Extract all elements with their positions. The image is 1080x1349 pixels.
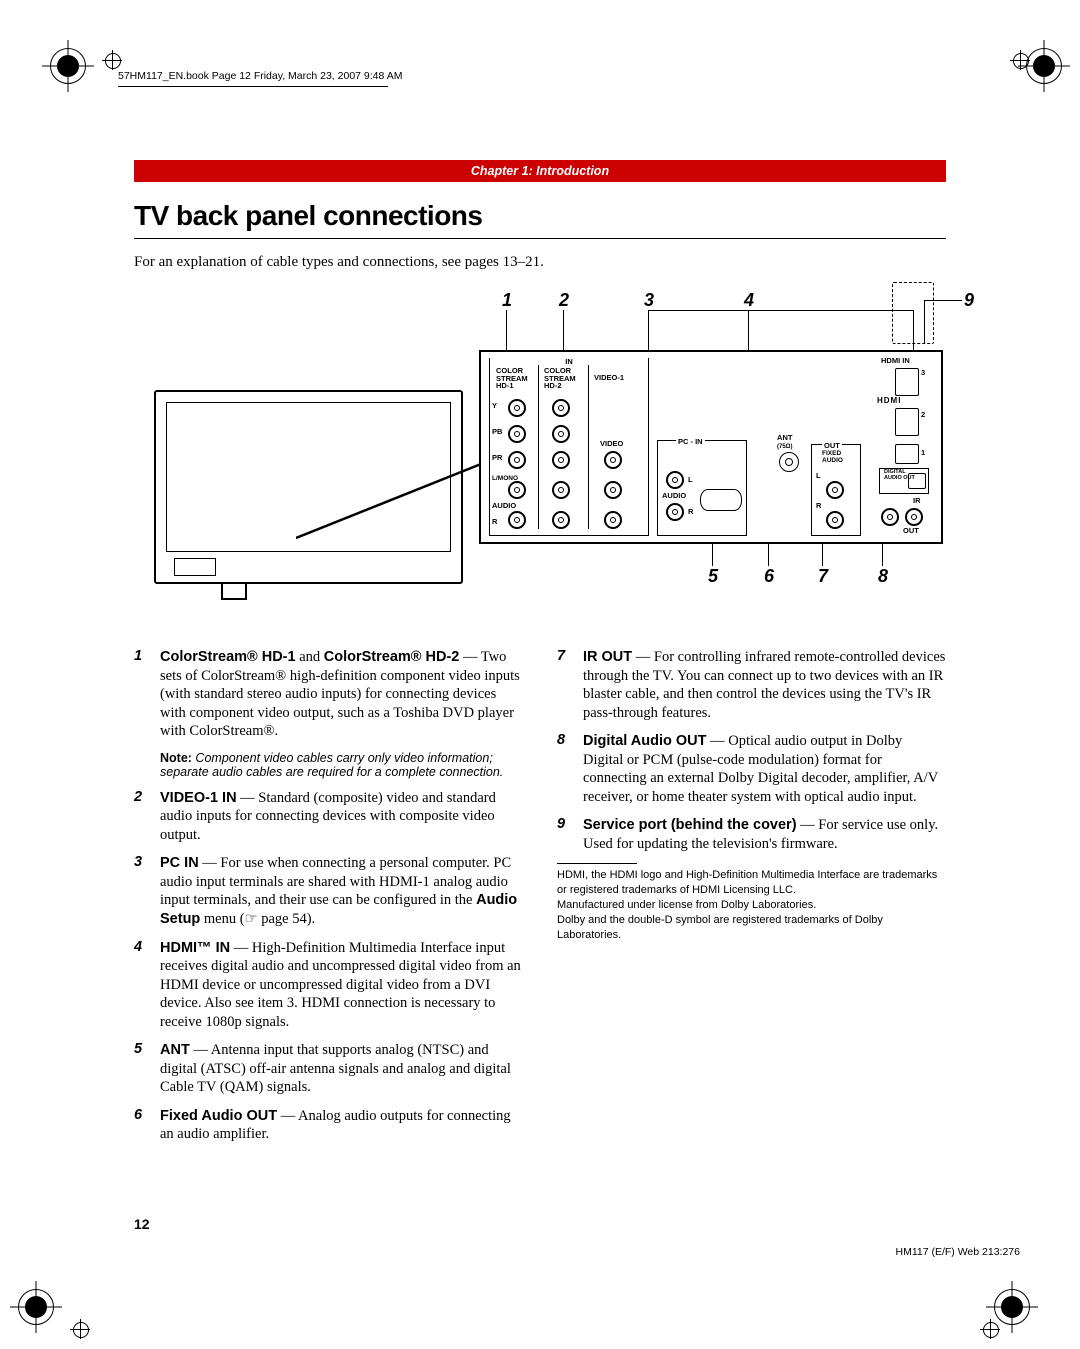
label-audio: AUDIO: [492, 501, 516, 510]
label-pr: PR: [492, 453, 502, 462]
item-num: 4: [134, 939, 160, 1032]
header-rule: [118, 86, 388, 87]
item-lead: Service port (behind the cover): [583, 817, 797, 833]
list-item: 3 PC IN — For use when connecting a pers…: [134, 854, 523, 928]
label-ir: IR: [913, 496, 921, 505]
service-port-cover-icon: [892, 282, 934, 344]
antenna-port-icon: [779, 452, 799, 472]
item-num: 6: [134, 1107, 160, 1144]
item-lead: PC IN: [160, 855, 199, 871]
footnote-block: HDMI, the HDMI logo and High-Definition …: [557, 868, 946, 942]
page-title: TV back panel connections: [134, 200, 482, 232]
register-mark-icon: [18, 1289, 54, 1325]
list-item: 6 Fixed Audio OUT — Analog audio outputs…: [134, 1107, 523, 1144]
header-meta-text: 57HM117_EN.book Page 12 Friday, March 23…: [118, 70, 402, 82]
list-item: 8 Digital Audio OUT — Optical audio outp…: [557, 732, 946, 806]
footnote-rule: [557, 863, 637, 864]
label-video1: VIDEO-1: [594, 373, 624, 382]
hdmi-port-icon: [895, 408, 919, 436]
hdmi-port-icon: [895, 368, 919, 396]
intro-text: For an explanation of cable types and co…: [134, 254, 544, 271]
label-hdmi-in: HDMI IN: [881, 356, 910, 365]
label-out: OUT: [822, 441, 842, 450]
footnote-line: Manufactured under license from Dolby La…: [557, 898, 946, 913]
note-text: Component video cables carry only video …: [160, 751, 503, 779]
label-pb: PB: [492, 427, 502, 436]
item-body-b: menu (☞ page 54).: [200, 911, 315, 927]
register-mark-icon: [1026, 48, 1062, 84]
note-label: Note:: [160, 751, 192, 765]
label-fixed-audio: AUDIO: [822, 457, 843, 464]
item-num: 7: [557, 648, 583, 722]
item-lead2: ColorStream® HD-2: [324, 649, 460, 665]
callout-8: 8: [878, 566, 888, 587]
callout-2: 2: [559, 290, 569, 311]
label-video: VIDEO: [600, 439, 623, 448]
callout-7: 7: [818, 566, 828, 587]
right-column: 7 IR OUT — For controlling infrared remo…: [557, 648, 946, 1154]
hdmi-port-icon: [895, 444, 919, 464]
label-l: L: [688, 475, 693, 484]
label-ant-ohm: (75Ω): [777, 444, 792, 450]
label-h3: 3: [921, 368, 925, 377]
item-body: Antenna input that supports analog (NTSC…: [160, 1042, 511, 1095]
item-lead: IR OUT: [583, 649, 632, 665]
label-y: Y: [492, 401, 497, 410]
chapter-bar: Chapter 1: Introduction: [134, 160, 946, 182]
footer-right: HM117 (E/F) Web 213:276: [895, 1246, 1020, 1258]
callout-9: 9: [964, 290, 974, 311]
back-panel-diagram: 1 2 3 4 9 IN: [134, 290, 946, 600]
label-cs2c: HD-2: [544, 381, 562, 390]
list-item: 9 Service port (behind the cover) — For …: [557, 816, 946, 853]
body-columns: 1 ColorStream® HD-1 and ColorStream® HD-…: [134, 648, 946, 1154]
register-mark-icon: [50, 48, 86, 84]
item-num: 2: [134, 789, 160, 845]
list-item: 7 IR OUT — For controlling infrared remo…: [557, 648, 946, 722]
item-num: 1: [134, 648, 160, 741]
item-lead: VIDEO-1 IN: [160, 790, 237, 806]
optical-port-icon: [908, 473, 926, 489]
tv-outline-icon: [154, 390, 463, 584]
label-cs1c: HD-1: [496, 381, 514, 390]
label-r2: R: [688, 507, 693, 516]
callout-6: 6: [764, 566, 774, 587]
callout-1: 1: [502, 290, 512, 311]
label-h1: 1: [921, 448, 925, 457]
list-item: 5 ANT — Antenna input that supports anal…: [134, 1041, 523, 1097]
item-num: 3: [134, 854, 160, 928]
list-item: 2 VIDEO-1 IN — Standard (composite) vide…: [134, 789, 523, 845]
label-r: R: [492, 517, 497, 526]
label-hdmi-logo: HDMI: [877, 396, 901, 405]
label-ant: ANT: [777, 433, 792, 442]
manual-page: 57HM117_EN.book Page 12 Friday, March 23…: [0, 0, 1080, 1349]
item-lead: ColorStream® HD-1: [160, 649, 296, 665]
item-lead: ANT: [160, 1042, 190, 1058]
item-lead: Fixed Audio OUT: [160, 1108, 277, 1124]
item-num: 8: [557, 732, 583, 806]
item-num: 5: [134, 1041, 160, 1097]
callout-4: 4: [744, 290, 754, 311]
callout-5: 5: [708, 566, 718, 587]
label-pcin: PC - IN: [676, 437, 705, 446]
item-lead: HDMI™ IN: [160, 940, 230, 956]
footnote-line: Dolby and the double-D symbol are regist…: [557, 913, 946, 943]
title-rule: [134, 238, 946, 239]
callout-3: 3: [644, 290, 654, 311]
label-out-l: L: [816, 471, 821, 480]
page-number: 12: [134, 1216, 150, 1232]
rear-panel: IN COLOR STREAM HD-1 COLOR STREAM HD-2 V…: [479, 350, 943, 544]
note-block: Note: Component video cables carry only …: [160, 751, 523, 779]
label-out2: OUT: [903, 526, 919, 535]
label-in: IN: [490, 357, 648, 366]
item-lead: Digital Audio OUT: [583, 733, 707, 749]
label-audio2: AUDIO: [662, 491, 686, 500]
register-mark-icon: [994, 1289, 1030, 1325]
list-item: 1 ColorStream® HD-1 and ColorStream® HD-…: [134, 648, 523, 741]
label-h2: 2: [921, 410, 925, 419]
label-out-r: R: [816, 501, 821, 510]
item-num: 9: [557, 816, 583, 853]
footnote-line: HDMI, the HDMI logo and High-Definition …: [557, 868, 946, 898]
list-item: 4 HDMI™ IN — High-Definition Multimedia …: [134, 939, 523, 1032]
left-column: 1 ColorStream® HD-1 and ColorStream® HD-…: [134, 648, 523, 1154]
